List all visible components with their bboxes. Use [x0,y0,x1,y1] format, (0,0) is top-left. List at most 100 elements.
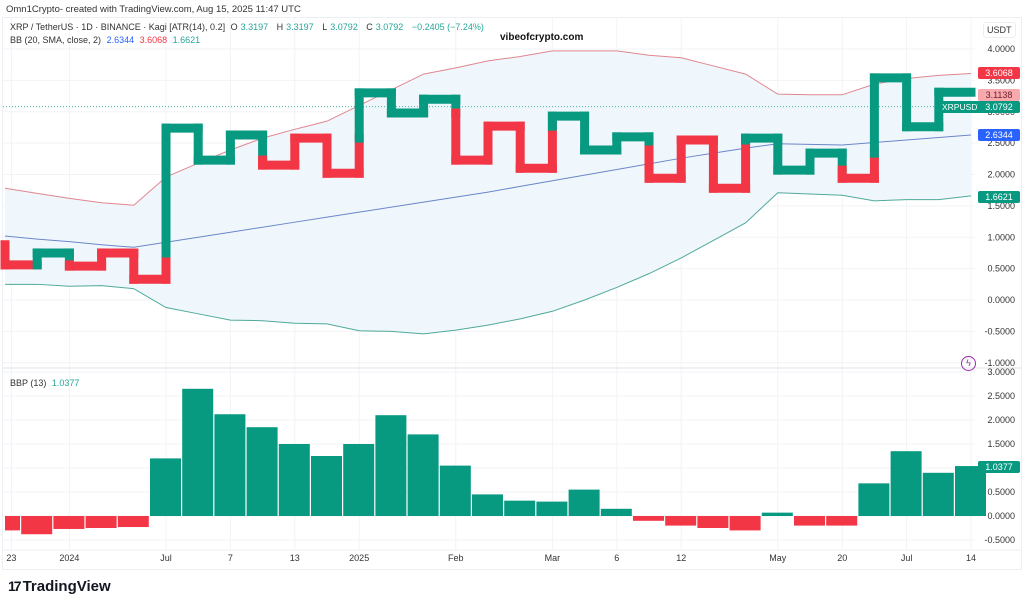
chart-frame [2,17,1022,570]
price-axis-label: 3.5000 [987,75,1015,85]
bbp-bar [536,501,568,516]
open-value: 3.3197 [240,22,269,32]
time-axis-label: 23 [6,553,16,563]
time-axis-label: 13 [290,553,300,563]
bbp-bar [858,483,890,516]
bbp-bar [85,516,117,528]
bbp-bar [890,451,922,516]
bbp-axis-label: 1.5000 [987,439,1015,449]
time-axis-label: 7 [228,553,233,563]
bbp-axis-label: 0.0000 [987,511,1015,521]
bbp-axis-label: 0.5000 [987,487,1015,497]
symbol-tag: XRPUSDT [940,101,985,113]
ohlc-close: C 3.0792 [366,22,406,32]
bbp-bar [761,512,793,516]
bbp-bar [246,427,278,516]
bb-lower-line [5,192,972,335]
bb-mid-tag: 2.6344 [978,129,1020,141]
lightning-icon[interactable]: ϟ [961,356,976,371]
time-axis-label: 6 [614,553,619,563]
ohlc-high: H 3.3197 [277,22,317,32]
bbp-bar [729,516,761,531]
currency-button[interactable]: USDT [983,22,1016,38]
bb-lower-tag: 1.6621 [978,191,1020,203]
bbp-bar [600,508,632,516]
bbp-bar [568,489,600,516]
time-axis-label: 14 [966,553,976,563]
bbp-bar [214,414,246,516]
prev-close-tag: 3.1138 [978,89,1020,101]
time-axis-label: 20 [837,553,847,563]
bbp-bar [311,456,342,516]
price-axis-label: 0.5000 [987,264,1015,274]
time-axis-label: Jul [160,553,172,563]
price-axis-label: 1.5000 [987,201,1015,211]
bbp-bar [117,516,149,528]
low-label: L [322,22,328,32]
bbp-bar [53,516,85,529]
ohlc-low: L 3.0792 [322,22,361,32]
bbp-bar [826,516,858,526]
tradingview-logo[interactable]: 17 TradingView [8,578,111,595]
watermark: vibeofcrypto.com [500,32,584,43]
bb-label: BB (20, SMA, close, 2) [10,35,102,45]
bbp-bar [278,444,310,516]
time-axis-label: 2024 [59,553,79,563]
bbp-bar [182,388,214,516]
open-label: O [230,22,238,32]
bbp-bar [439,465,471,516]
price-axis-label: 2.0000 [987,170,1015,180]
bbp-bar [665,516,697,526]
bbp-bar [504,500,536,516]
time-axis-label: Feb [448,553,464,563]
bbp-bar [375,415,407,516]
bbp-axis-label: -0.5000 [984,535,1015,545]
last-price-tag: 3.0792 [978,101,1020,113]
bbp-bar [633,516,664,521]
bbp-bar [472,494,503,516]
bbp-bar [794,516,825,526]
symbol-legend: XRP / TetherUS · 1D · BINANCE · Kagi [AT… [10,22,487,32]
tradingview-mark-icon: 17 [8,578,22,594]
close-value: 3.0792 [375,22,404,32]
price-axis-label: -0.5000 [984,326,1015,336]
bb-upper-tag: 3.6068 [978,67,1020,79]
price-axis-label: 1.0000 [987,232,1015,242]
close-label: C [366,22,373,32]
bbp-bar [922,472,954,516]
price-axis-label: -1.0000 [984,358,1015,368]
ohlc-open: O 3.3197 [231,22,272,32]
bbp-bar [21,516,53,535]
bbp-axis-label: 2.0000 [987,415,1015,425]
bb-legend[interactable]: BB (20, SMA, close, 2) 2.6344 3.6068 1.6… [10,35,203,45]
time-axis-label: Jul [901,553,913,563]
time-axis-label: May [769,553,787,563]
price-axis-label: 4.0000 [987,44,1015,54]
price-axis-label: 0.0000 [987,295,1015,305]
high-value: 3.3197 [286,22,314,32]
symbol-info: XRP / TetherUS · 1D · BINANCE · Kagi [AT… [10,22,226,32]
bbp-label: BBP (13) [10,378,47,388]
bb-mid-value: 2.6344 [106,35,135,45]
bbp-bar [150,458,181,516]
bb-lower-value: 1.6621 [172,35,201,45]
bbp-axis-label: 2.5000 [987,391,1015,401]
bbp-legend[interactable]: BBP (13) 1.0377 [10,378,82,388]
bbp-value: 1.0377 [51,378,80,388]
change-value: −0.2405 (−7.24%) [411,22,484,32]
bb-upper-value: 3.6068 [139,35,168,45]
bbp-bar [955,466,986,516]
high-label: H [276,22,284,32]
chart-credit: Omn1Crypto- created with TradingView.com… [6,4,301,15]
time-axis-label: 2025 [349,553,369,563]
low-value: 3.0792 [330,22,358,32]
tradingview-brand: TradingView [22,578,111,595]
time-axis-label: 12 [676,553,686,563]
bbp-bar [407,434,439,516]
time-axis-label: Mar [545,553,561,563]
bbp-bar [697,516,729,528]
bbp-axis-label: 3.0000 [987,367,1015,377]
bbp-bar [5,516,20,531]
price-axis-label: 2.5000 [987,138,1015,148]
